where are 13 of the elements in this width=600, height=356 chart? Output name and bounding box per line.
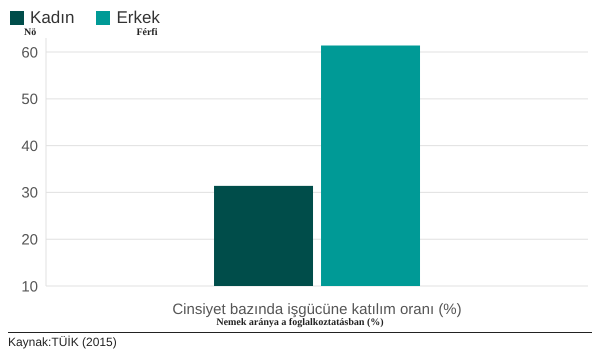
text: Férfi <box>136 27 158 38</box>
text: Kaynak:TÜİK (2015) <box>8 335 117 349</box>
y-tick-label: 30 <box>21 184 38 202</box>
y-tick-label: 20 <box>21 232 38 249</box>
y-tick-label: 60 <box>21 44 38 62</box>
text: Nemek aránya a foglalkoztatásban (%) <box>216 317 385 328</box>
y-tick-label: 50 <box>21 91 38 108</box>
y-tick-label: 40 <box>21 138 38 155</box>
legend-label: Kadın <box>30 8 74 28</box>
legend-label: Erkek <box>116 8 160 28</box>
x-axis-title: Cinsiyet bazında işgücüne katılım oranı (%) <box>172 301 462 318</box>
y-tick-label: 10 <box>21 278 38 296</box>
text: Nö <box>24 27 36 38</box>
